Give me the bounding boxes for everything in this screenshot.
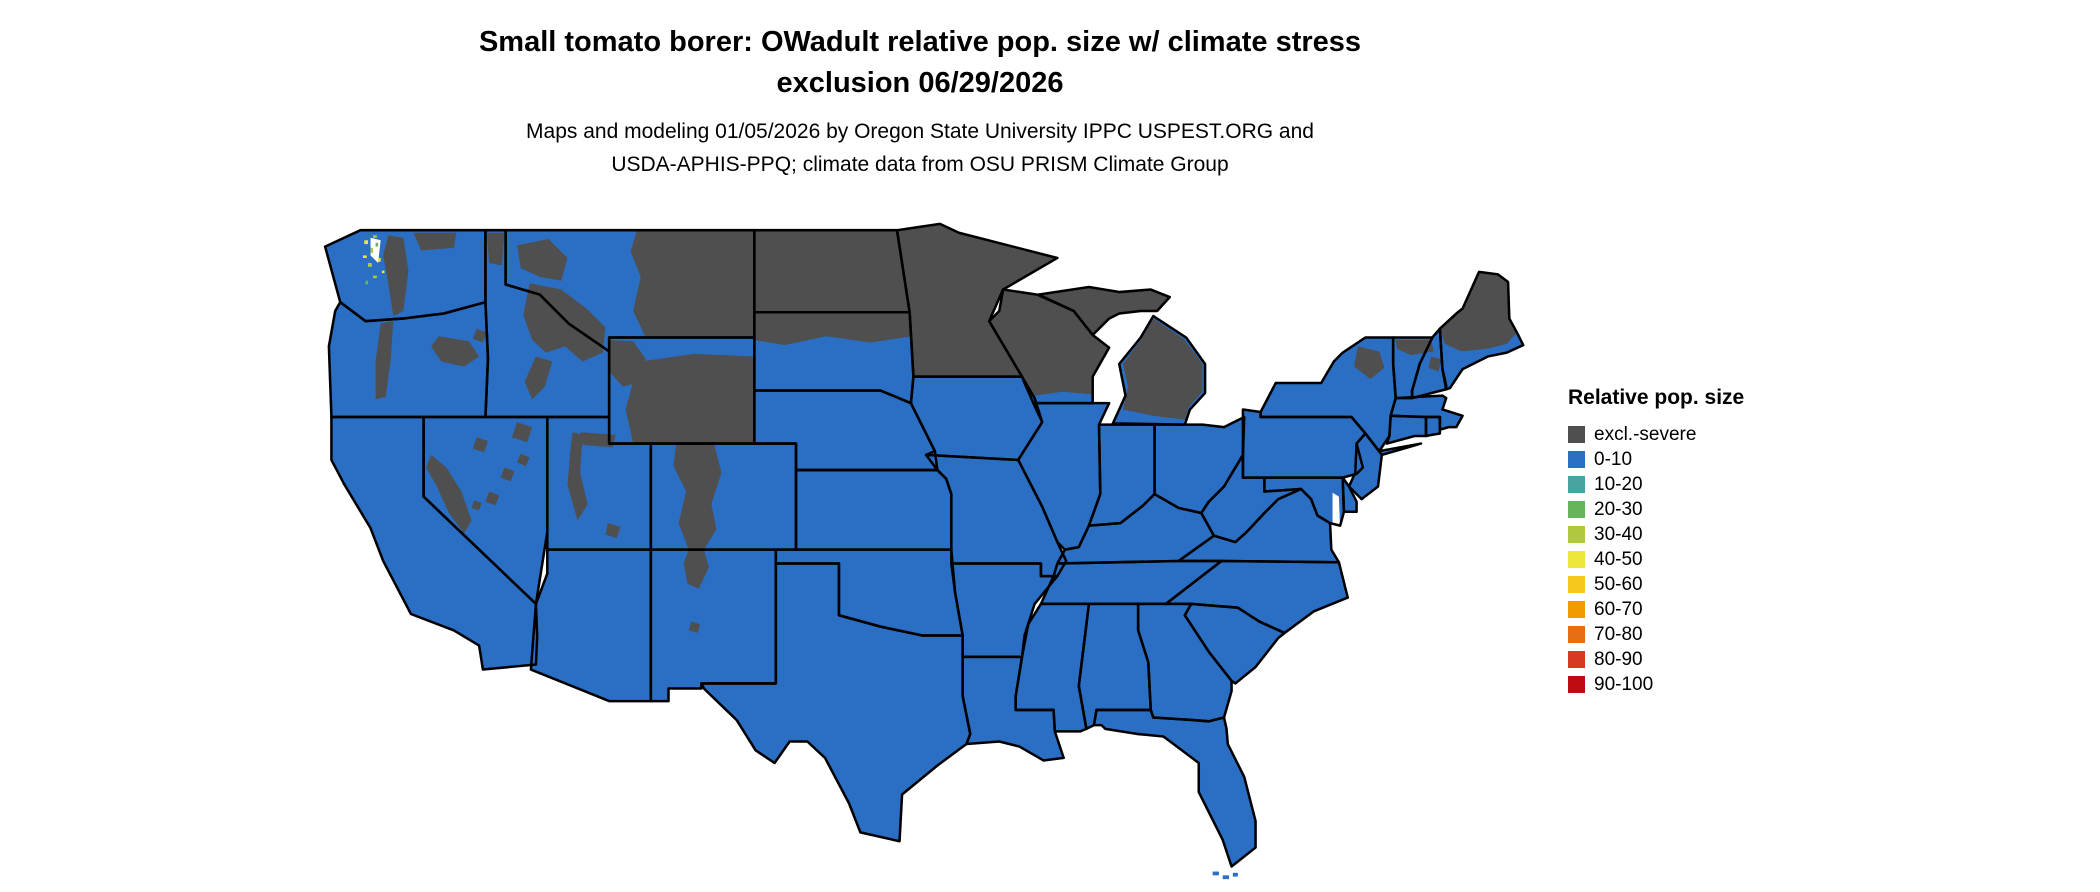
legend-item: 10-20 (1568, 472, 1744, 497)
state-kansas (796, 470, 952, 550)
excluded-region (471, 500, 482, 511)
legend-label: excl.-severe (1594, 423, 1697, 445)
excluded-region (567, 432, 588, 521)
state-arizona (530, 549, 651, 702)
legend-item: 70-80 (1568, 622, 1744, 647)
legend-label: 50-60 (1594, 573, 1643, 595)
state-pennsylvania (1242, 409, 1366, 478)
excluded-region (688, 621, 701, 633)
excluded-region (517, 453, 530, 467)
map-excluded-overlay (375, 230, 1517, 633)
warm-pocket-speckle (373, 235, 377, 238)
legend-title: Relative pop. size (1568, 386, 1745, 409)
legend-item: excl.-severe (1568, 422, 1744, 447)
map-fill-layer (325, 223, 1524, 867)
legend-swatch (1568, 501, 1585, 518)
legend-swatch (1568, 651, 1585, 668)
excluded-region (630, 230, 755, 338)
legend-item: 90-100 (1568, 672, 1744, 697)
warm-pocket-speckle (378, 257, 381, 262)
excluded-region (580, 432, 616, 448)
legend-swatch (1568, 426, 1585, 443)
legend-swatch (1568, 576, 1585, 593)
legend-swatch (1568, 551, 1585, 568)
legend-label: 80-90 (1594, 648, 1643, 670)
map-subtitle-line1: Maps and modeling 01/05/2026 by Oregon S… (526, 120, 1314, 143)
legend-label: 10-20 (1594, 473, 1643, 495)
excluded-region (989, 289, 1110, 396)
warm-pocket-speckle (365, 280, 369, 285)
state-new-mexico (650, 549, 776, 702)
state-colorado (650, 443, 797, 550)
legend-label: 70-80 (1594, 623, 1643, 645)
map-speckles (362, 235, 1238, 880)
excluded-region (1354, 346, 1385, 380)
excluded-region (517, 239, 568, 281)
excluded-region (486, 232, 505, 266)
excluded-region (375, 321, 394, 400)
excluded-region (383, 235, 409, 317)
state-north-dakota (754, 230, 910, 313)
excluded-region (754, 312, 913, 346)
legend-label: 40-50 (1594, 548, 1643, 570)
map-subtitle-line2: USDA-APHIS-PPQ; climate data from OSU PR… (611, 153, 1229, 176)
florida-keys (1222, 875, 1230, 880)
legend-item: 50-60 (1568, 572, 1744, 597)
header: Small tomato borer: OWadult relative pop… (0, 22, 1840, 181)
excluded-region (472, 437, 488, 453)
map-title-line2: exclusion 06/29/2026 (776, 67, 1064, 99)
legend-label: 0-10 (1594, 448, 1633, 470)
excluded-region (673, 443, 722, 550)
excluded-region (426, 454, 472, 534)
excluded-region (1395, 340, 1434, 356)
legend: Relative pop. size excl.-severe 0-10 10-20… (1568, 386, 1744, 697)
excluded-region (511, 422, 533, 443)
warm-pocket-speckle (370, 247, 374, 253)
warm-pocket-speckle (362, 255, 367, 258)
legend-label: 90-100 (1594, 673, 1654, 695)
excluded-region (605, 523, 621, 539)
legend-label: 60-70 (1594, 598, 1643, 620)
legend-label: 30-40 (1594, 523, 1643, 545)
legend-item: 40-50 (1568, 547, 1744, 572)
legend-items: excl.-severe 0-10 10-20 20-30 30-40 40-50 50-6… (1568, 422, 1744, 697)
florida-keys (1232, 872, 1238, 877)
map-subtitle: Maps and modeling 01/05/2026 by Oregon S… (0, 115, 1840, 181)
us-map-container (315, 220, 1527, 883)
legend-item: 0-10 (1568, 447, 1744, 472)
legend-item: 30-40 (1568, 522, 1744, 547)
excluded-region (625, 353, 755, 444)
warm-pocket-speckle (373, 275, 377, 279)
legend-swatch (1568, 526, 1585, 543)
excluded-region (472, 328, 487, 343)
florida-keys (1212, 871, 1219, 876)
excluded-region (431, 336, 480, 367)
legend-swatch (1568, 626, 1585, 643)
legend-item: 60-70 (1568, 597, 1744, 622)
excluded-region (523, 283, 606, 362)
excluded-region (1439, 271, 1517, 352)
excluded-region (1428, 356, 1442, 372)
us-map (323, 222, 1525, 880)
state-florida (1093, 709, 1256, 867)
warm-pocket-speckle (368, 263, 372, 267)
warm-pocket-speckle (364, 240, 369, 245)
excluded-region (485, 491, 500, 506)
legend-swatch (1568, 476, 1585, 493)
legend-swatch (1568, 451, 1585, 468)
excluded-region (683, 549, 709, 589)
excluded-region (1123, 318, 1203, 420)
map-title-line1: Small tomato borer: OWadult relative pop… (478, 26, 1362, 58)
legend-item: 20-30 (1568, 497, 1744, 522)
chesapeake-bay (1332, 492, 1341, 531)
warm-pocket-speckle (375, 242, 379, 247)
legend-label: 20-30 (1594, 498, 1643, 520)
legend-item: 80-90 (1568, 647, 1744, 672)
excluded-region (524, 356, 553, 400)
excluded-region (413, 232, 457, 251)
legend-swatch (1568, 601, 1585, 618)
legend-swatch (1568, 676, 1585, 693)
warm-pocket-speckle (381, 270, 385, 274)
excluded-region (500, 467, 515, 482)
